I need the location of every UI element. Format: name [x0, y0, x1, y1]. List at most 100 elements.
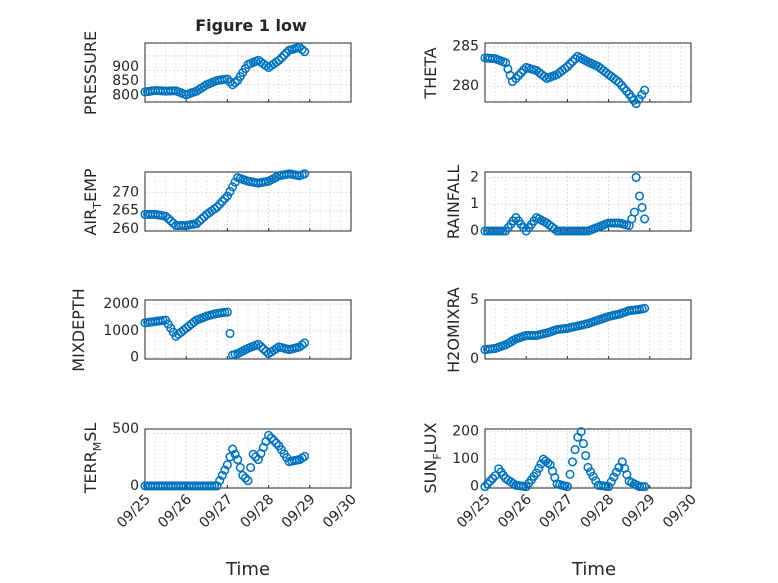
- data-point: [609, 472, 619, 482]
- data-points: [140, 169, 310, 231]
- data-point: [562, 62, 572, 72]
- data-point: [228, 444, 238, 454]
- x-tick-label: 09/26: [155, 491, 195, 531]
- y-tick-label: 0: [470, 479, 479, 495]
- x-tick-label: 09/25: [114, 492, 154, 532]
- y-tick-label: 280: [452, 78, 479, 94]
- data-point: [629, 207, 639, 217]
- axes-air-temp: 260 265 270 AIRTEMP: [81, 168, 352, 237]
- y-tick-label: 0: [470, 351, 479, 367]
- data-points: [140, 430, 310, 491]
- y-axis-label: TERRMSL: [81, 423, 104, 495]
- data-point: [222, 460, 232, 470]
- data-point: [256, 342, 266, 352]
- data-point: [495, 226, 505, 236]
- data-point: [570, 445, 580, 455]
- data-point: [222, 191, 232, 201]
- data-point: [274, 55, 284, 65]
- y-axis-label: RAINFALL: [444, 165, 463, 240]
- data-point: [233, 455, 243, 465]
- axes-box: [144, 428, 352, 489]
- data-point: [606, 477, 616, 487]
- data-point: [253, 339, 263, 349]
- y-tick-label: 100: [452, 451, 479, 467]
- y-tick-labels: 0 5: [470, 292, 479, 367]
- y-tick-label: 2000: [103, 296, 139, 312]
- axes-h2omixra: 0 5 H2OMIXRA: [444, 287, 692, 373]
- data-point: [640, 85, 650, 95]
- data-point: [516, 68, 526, 78]
- y-tick-label: 0: [470, 223, 479, 239]
- axes-box: [484, 299, 692, 360]
- data-point: [634, 191, 645, 201]
- data-point: [631, 99, 641, 109]
- y-tick-label: 850: [112, 73, 139, 89]
- data-point: [230, 78, 240, 88]
- data-point: [637, 90, 647, 100]
- y-tick-label: 900: [112, 59, 139, 75]
- x-tick-labels: 09/25 09/26 09/27 09/28 09/29 09/30: [454, 491, 700, 531]
- y-axis-label: H2OMIXRA: [444, 287, 463, 373]
- x-tick-label: 09/29: [619, 492, 659, 532]
- data-point: [640, 482, 650, 492]
- data-point: [161, 211, 171, 221]
- data-point: [271, 438, 281, 448]
- data-point: [583, 462, 593, 472]
- y-axis-label: THETA: [421, 47, 440, 99]
- y-tick-labels: 0 100 200: [452, 424, 479, 495]
- y-tick-label: 265: [112, 203, 139, 219]
- y-tick-labels: 0 1 2: [470, 169, 479, 239]
- y-axis-label: MIXDEPTH: [69, 288, 88, 371]
- data-point: [637, 202, 647, 213]
- data-point: [217, 196, 227, 207]
- data-point: [511, 73, 521, 83]
- y-tick-label: 270: [112, 184, 139, 200]
- data-point: [220, 194, 230, 204]
- data-point: [191, 219, 202, 229]
- data-point: [560, 64, 570, 74]
- data-point: [586, 467, 596, 477]
- data-point: [246, 462, 256, 473]
- data-point: [297, 340, 307, 350]
- y-tick-label: 0: [130, 350, 139, 366]
- data-point: [591, 476, 601, 486]
- y-tick-labels: 0 500: [112, 421, 139, 494]
- data-points: [140, 42, 310, 100]
- data-point: [300, 451, 310, 461]
- data-point: [622, 86, 632, 96]
- y-axis-label: SUNFLUX: [421, 422, 444, 493]
- x-tick-label: 09/25: [454, 492, 494, 532]
- data-point: [567, 457, 578, 467]
- data-point: [567, 56, 578, 67]
- data-point: [485, 476, 495, 486]
- axes-pressure: 800 850 900 PRESSURE: [81, 31, 352, 115]
- x-tick-label: 09/27: [536, 492, 576, 532]
- x-tick-label: 09/29: [279, 492, 319, 532]
- y-tick-label: 2: [470, 169, 479, 185]
- data-point: [217, 470, 227, 480]
- x-tick-label: 09/30: [660, 492, 700, 532]
- x-axis-label: Time: [225, 559, 270, 580]
- x-tick-labels: 09/25 09/26 09/27 09/28 09/29 09/30: [114, 491, 360, 531]
- y-tick-label: 260: [112, 221, 139, 237]
- x-tick-label: 09/30: [320, 492, 360, 532]
- data-point: [276, 53, 287, 63]
- data-point: [207, 481, 217, 491]
- data-point: [604, 482, 614, 492]
- data-point: [222, 307, 232, 317]
- y-tick-label: 5: [470, 292, 479, 308]
- data-point: [243, 476, 253, 486]
- axes-mixdepth: 0 1000 2000 MIXDEPTH: [69, 288, 352, 372]
- data-point: [634, 482, 645, 492]
- data-point: [212, 202, 222, 212]
- axes-box: [484, 171, 692, 232]
- data-point: [209, 481, 220, 491]
- data-point: [197, 214, 207, 224]
- data-point: [300, 169, 310, 179]
- data-point: [225, 452, 235, 462]
- data-point: [300, 47, 310, 57]
- axes-box: [144, 171, 352, 232]
- data-point: [225, 186, 235, 196]
- y-tick-label: 0: [130, 478, 139, 494]
